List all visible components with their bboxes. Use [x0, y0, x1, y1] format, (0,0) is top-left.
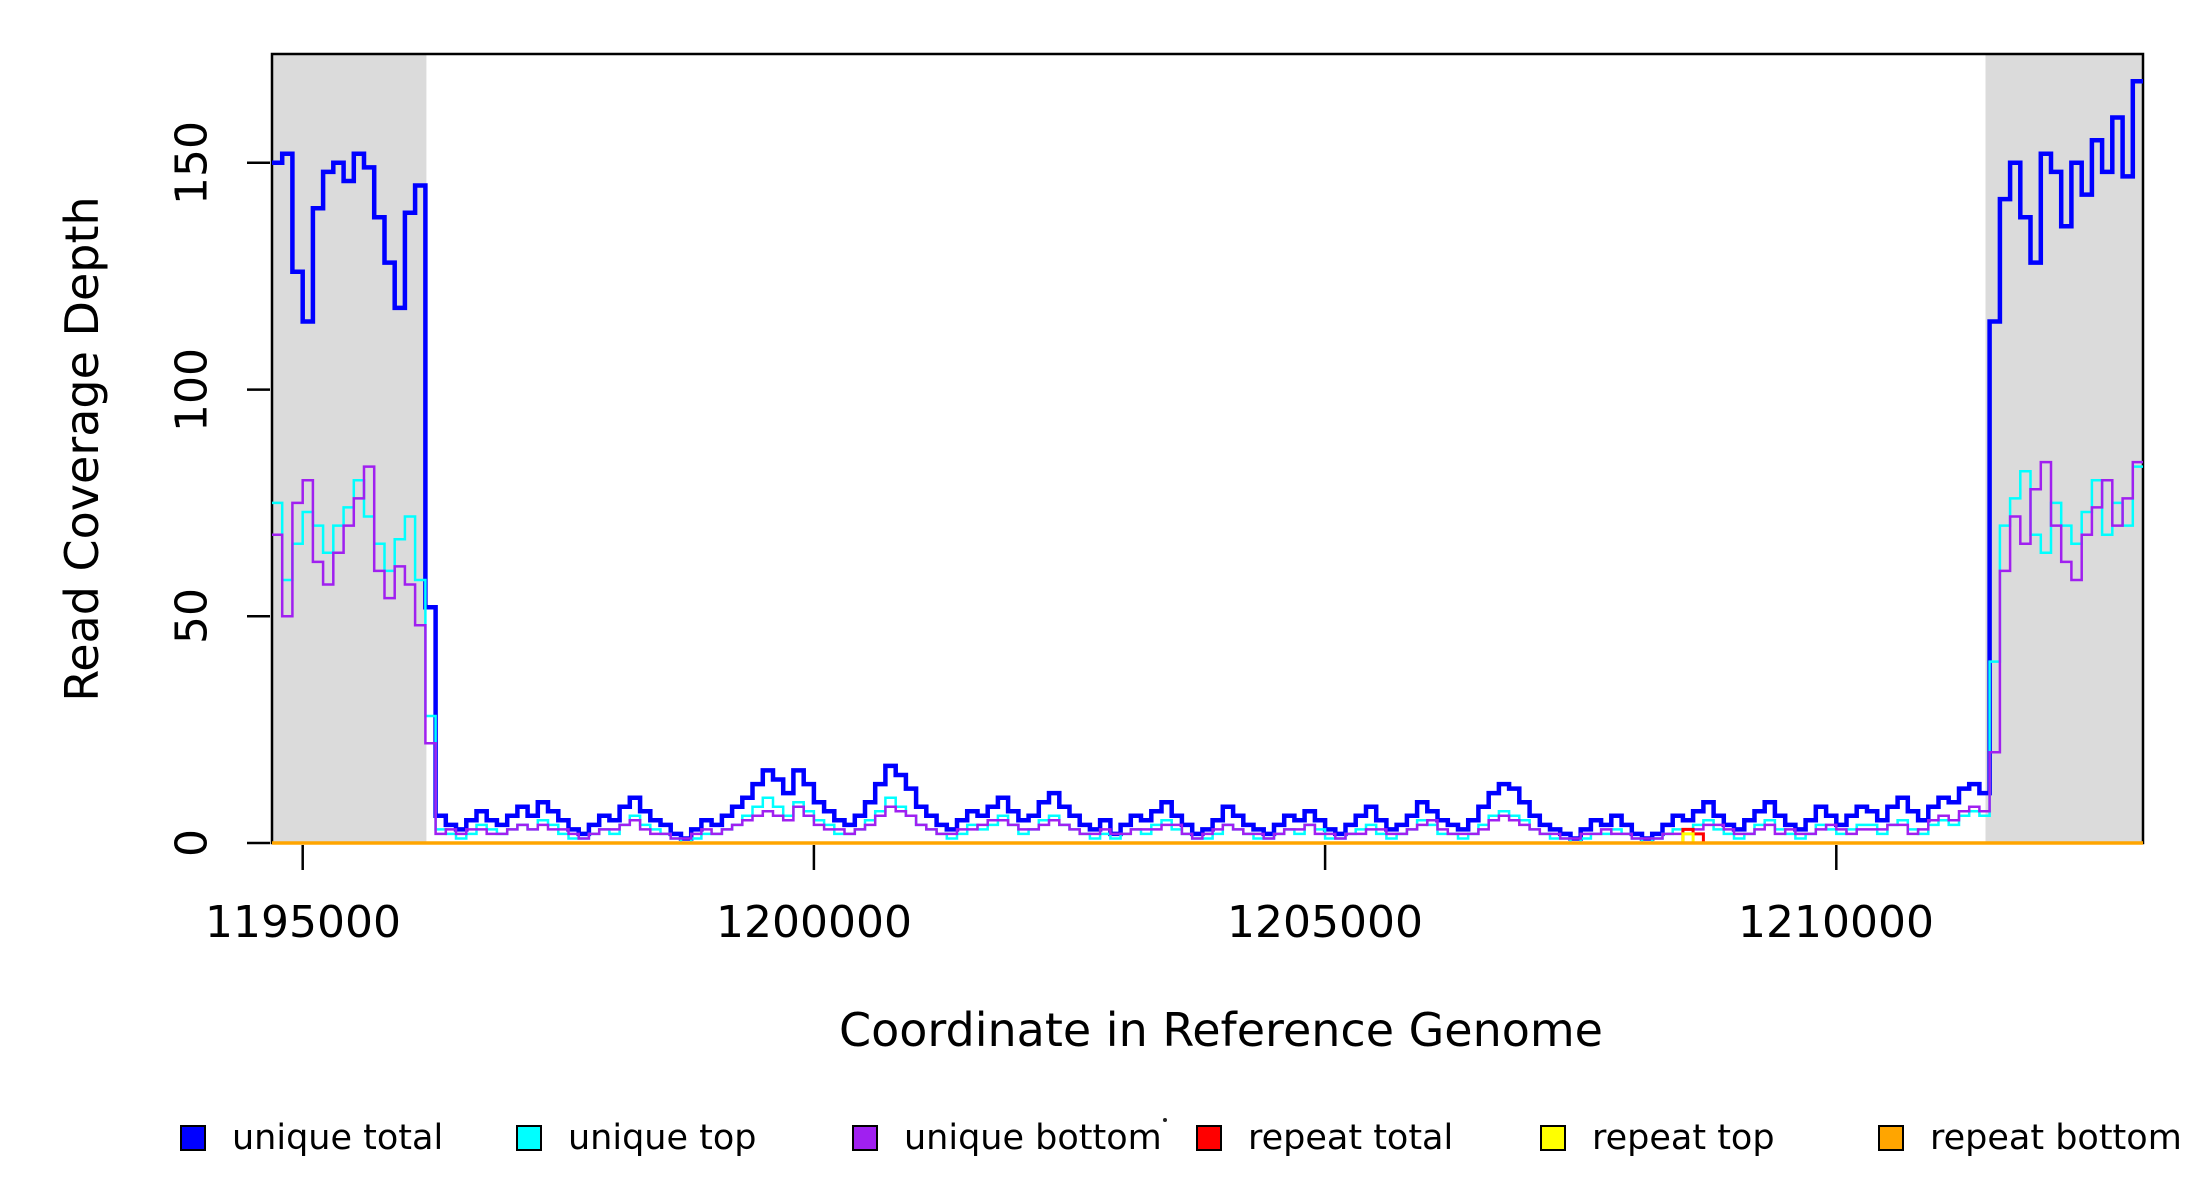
legend-label: unique bottom: [904, 1118, 1162, 1158]
legend-swatch-unique-bottom: [852, 1125, 878, 1151]
legend-item-unique-bottom: unique bottom: [852, 1118, 1162, 1158]
legend-swatch-repeat-top: [1540, 1125, 1566, 1151]
legend-label: unique total: [232, 1118, 444, 1158]
legend-item-unique-top: unique top: [516, 1118, 757, 1158]
x-axis-title: Coordinate in Reference Genome: [839, 1003, 1603, 1057]
x-tick-label: 1195000: [205, 897, 401, 948]
y-tick-label: 50: [166, 588, 218, 644]
series-unique-total: [272, 78, 2143, 841]
x-tick-label: 1210000: [1738, 897, 1934, 948]
x-tick-label: 1200000: [716, 897, 912, 948]
y-tick-label: 150: [166, 121, 218, 205]
legend-item-repeat-bottom: repeat bottom: [1878, 1118, 2182, 1158]
x-tick-label: 1205000: [1227, 897, 1423, 948]
legend-label: unique top: [568, 1118, 757, 1158]
legend-label: repeat bottom: [1930, 1118, 2182, 1158]
y-tick-label: 100: [166, 348, 218, 432]
legend-swatch-unique-total: [180, 1125, 206, 1151]
y-tick-label: 0: [166, 829, 218, 857]
plot-border: [270, 52, 2145, 845]
legend-swatch-unique-top: [516, 1125, 542, 1151]
series-unique-bottom: [272, 460, 2143, 840]
stray-dot-artifact: [1163, 1118, 1167, 1122]
legend-swatch-repeat-bottom: [1878, 1125, 1904, 1151]
legend-item-unique-total: unique total: [180, 1118, 443, 1158]
legend-label: repeat total: [1248, 1118, 1454, 1158]
legend-label: repeat top: [1592, 1118, 1775, 1158]
legend-item-repeat-top: repeat top: [1540, 1118, 1775, 1158]
legend-swatch-repeat-total: [1196, 1125, 1222, 1151]
y-axis-title: Read Coverage Depth: [55, 196, 109, 702]
repeat-region-shading: [272, 54, 427, 843]
series-unique-top: [272, 465, 2143, 845]
legend-item-repeat-total: repeat total: [1196, 1118, 1453, 1158]
